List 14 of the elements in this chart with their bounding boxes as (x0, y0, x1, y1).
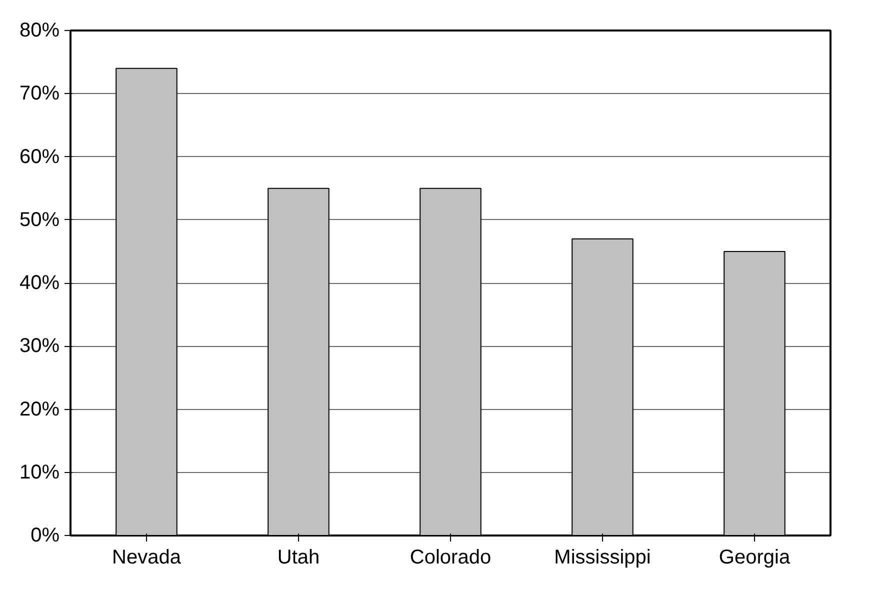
y-tick-label: 30% (19, 335, 60, 358)
x-tick-label: Mississippi (554, 546, 651, 568)
x-tick-label: Colorado (410, 546, 492, 568)
y-tick-label: 70% (19, 82, 60, 105)
y-tick-label: 10% (19, 461, 60, 484)
x-tick-label: Nevada (112, 546, 182, 568)
x-tick-label: Georgia (718, 546, 791, 568)
y-tick-label: 40% (19, 272, 60, 294)
y-tick-label: 0% (30, 524, 60, 546)
y-tick-label: 60% (19, 146, 60, 168)
y-tick-label: 50% (19, 208, 60, 231)
y-tick-label: 20% (19, 398, 60, 420)
x-tick-label: Utah (277, 546, 320, 568)
y-tick-label: 80% (19, 20, 60, 42)
